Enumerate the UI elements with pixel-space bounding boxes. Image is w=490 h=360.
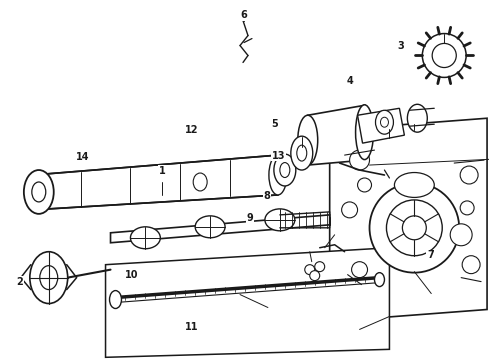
Ellipse shape: [291, 136, 313, 170]
Circle shape: [358, 178, 371, 192]
Text: 3: 3: [398, 41, 405, 50]
Text: 11: 11: [185, 322, 198, 332]
Ellipse shape: [30, 252, 68, 303]
Polygon shape: [111, 215, 330, 243]
Ellipse shape: [374, 273, 385, 287]
Text: 5: 5: [271, 120, 278, 129]
Circle shape: [422, 33, 466, 77]
Ellipse shape: [407, 104, 427, 132]
Circle shape: [387, 200, 442, 256]
Text: 9: 9: [246, 213, 253, 222]
Circle shape: [369, 183, 459, 273]
Text: 12: 12: [185, 125, 198, 135]
Ellipse shape: [356, 105, 373, 159]
Text: 14: 14: [76, 152, 90, 162]
Text: 10: 10: [125, 270, 139, 280]
Ellipse shape: [24, 170, 54, 214]
Text: 13: 13: [271, 150, 285, 161]
Polygon shape: [330, 118, 487, 321]
Ellipse shape: [130, 227, 160, 249]
Text: 7: 7: [427, 250, 434, 260]
Circle shape: [310, 271, 319, 280]
Ellipse shape: [380, 117, 389, 127]
Text: 4: 4: [346, 76, 353, 86]
Ellipse shape: [193, 173, 207, 191]
Circle shape: [352, 262, 368, 278]
Text: 2: 2: [16, 277, 23, 287]
Ellipse shape: [394, 172, 434, 197]
Circle shape: [432, 44, 456, 68]
Ellipse shape: [274, 154, 296, 186]
Circle shape: [342, 202, 358, 218]
Polygon shape: [105, 248, 390, 357]
Circle shape: [462, 256, 480, 274]
Polygon shape: [33, 155, 278, 210]
Ellipse shape: [265, 209, 295, 231]
Circle shape: [315, 262, 325, 272]
Polygon shape: [358, 108, 404, 143]
Ellipse shape: [297, 145, 307, 161]
Ellipse shape: [40, 266, 58, 289]
Circle shape: [460, 166, 478, 184]
Ellipse shape: [375, 110, 393, 134]
Polygon shape: [308, 105, 365, 165]
Ellipse shape: [280, 163, 290, 177]
Circle shape: [402, 216, 426, 240]
Ellipse shape: [195, 216, 225, 238]
Ellipse shape: [269, 155, 287, 195]
Circle shape: [349, 150, 369, 170]
Ellipse shape: [32, 182, 46, 202]
Circle shape: [450, 224, 472, 246]
Text: 1: 1: [159, 166, 166, 176]
Ellipse shape: [110, 291, 122, 309]
Ellipse shape: [298, 115, 318, 165]
Text: 8: 8: [264, 191, 270, 201]
Text: 6: 6: [241, 10, 247, 20]
Circle shape: [460, 201, 474, 215]
Circle shape: [305, 265, 315, 275]
